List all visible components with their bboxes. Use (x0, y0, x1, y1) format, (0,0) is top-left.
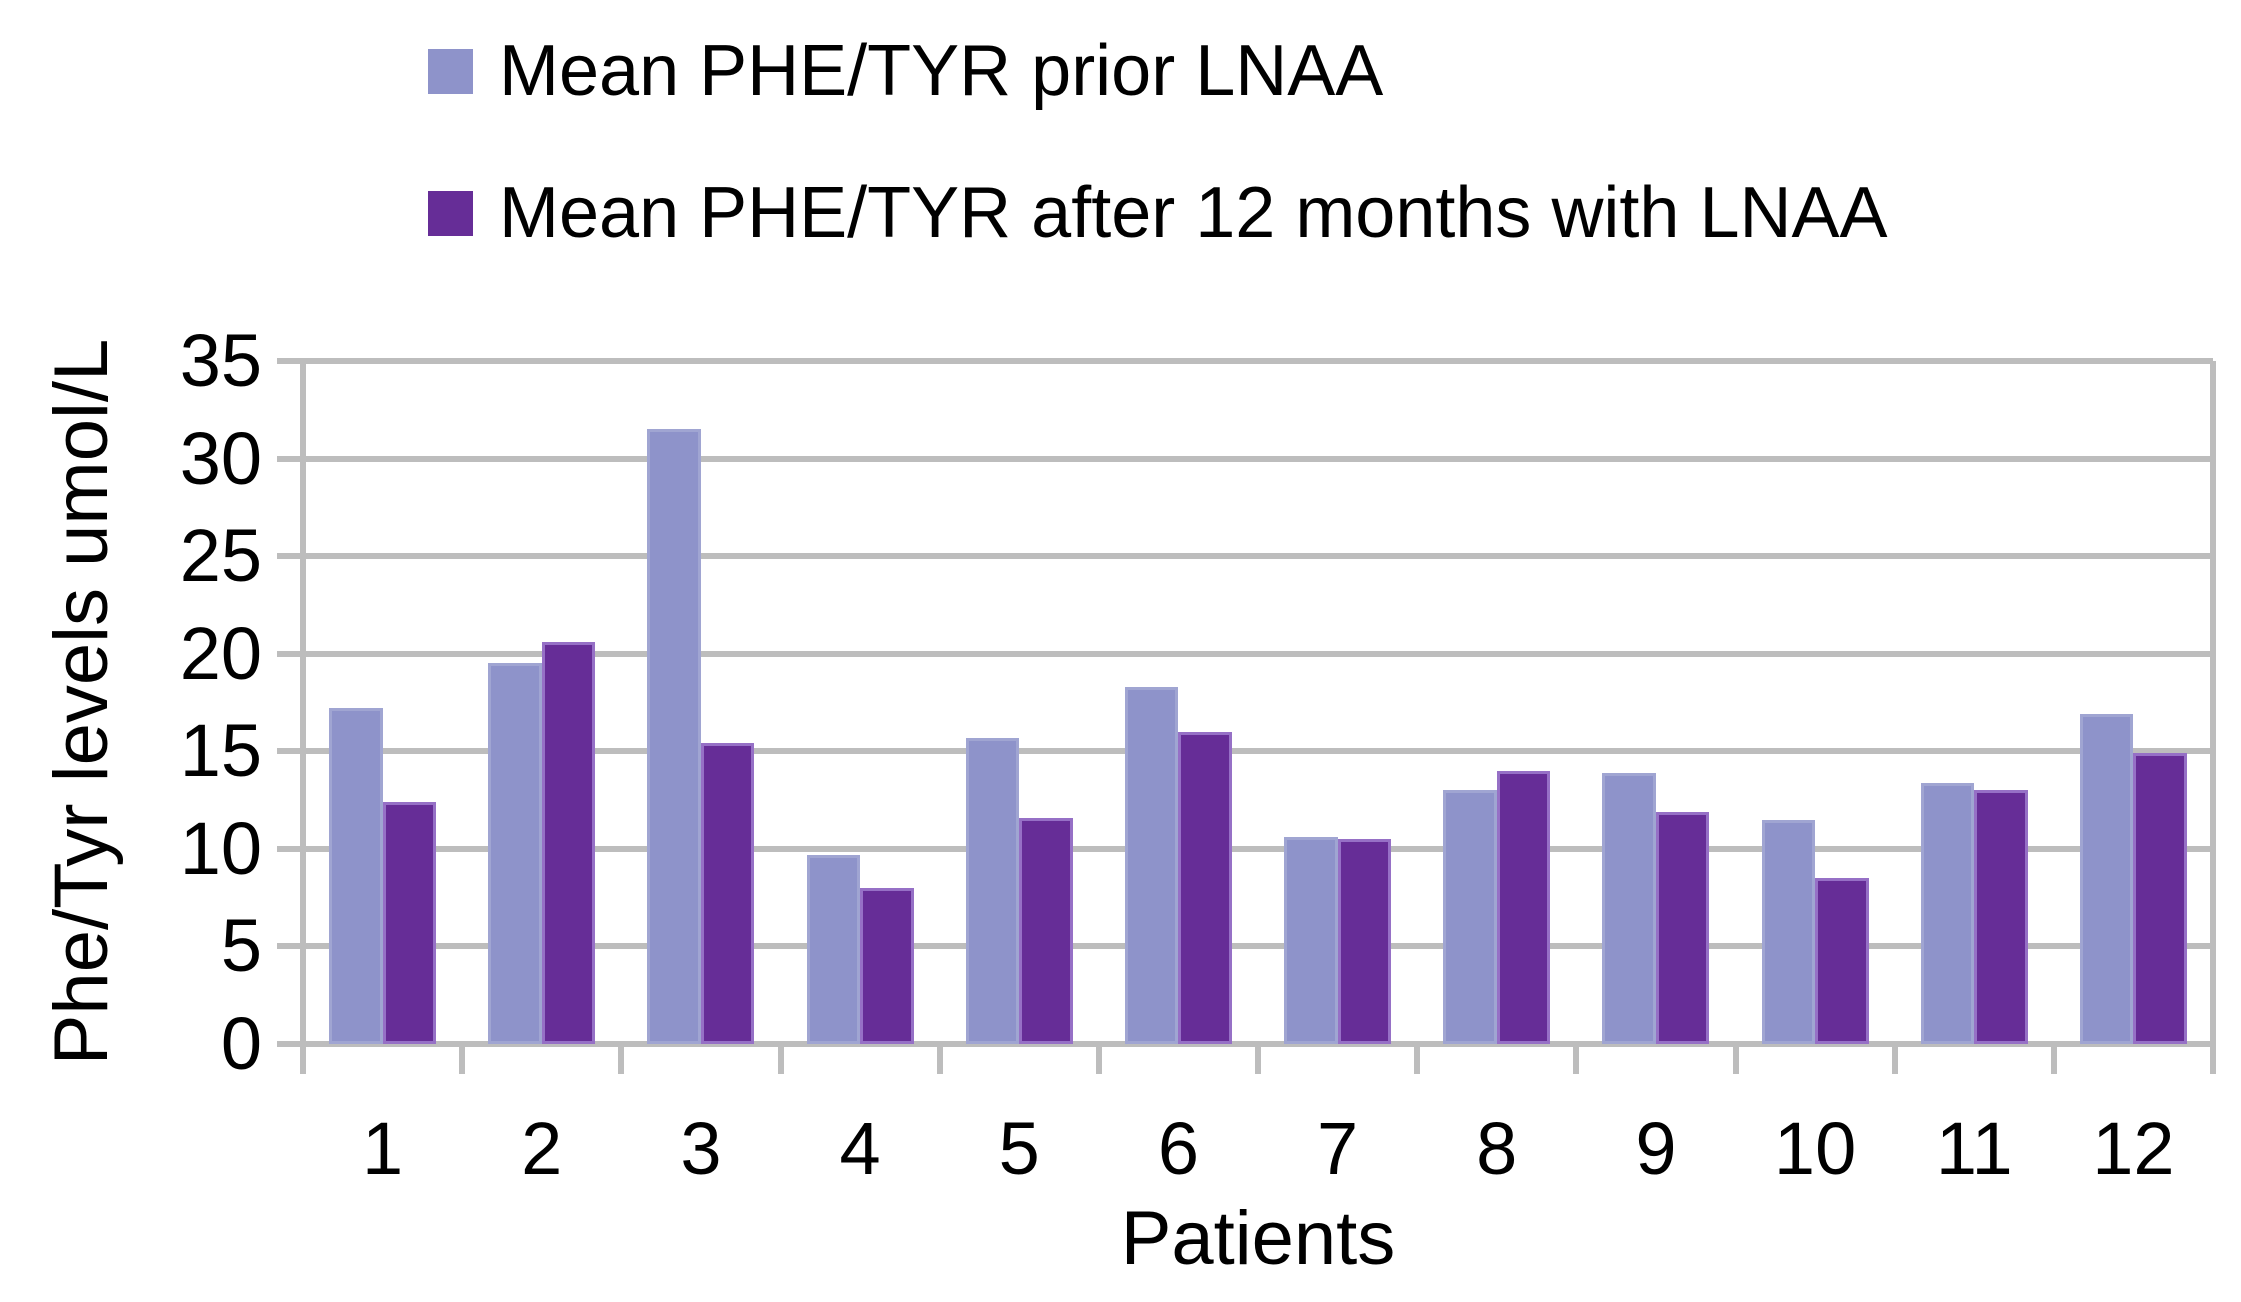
gridline-25 (303, 553, 2213, 560)
legend-label-prior: Mean PHE/TYR prior LNAA (499, 31, 1384, 111)
x-axis-tick (1095, 1044, 1102, 1074)
bar-prior-patient-5 (965, 737, 1020, 1044)
bar-after-patient-1 (382, 802, 437, 1044)
bar-after-patient-11 (1974, 790, 2028, 1044)
bar-after-patient-10 (1815, 878, 1869, 1044)
bar-prior-patient-2 (488, 663, 542, 1044)
x-tick-label: 8 (1476, 1107, 1518, 1190)
y-tick-label: 0 (220, 1002, 262, 1085)
x-tick-label: 3 (680, 1107, 722, 1190)
x-tick-label: 4 (839, 1107, 881, 1190)
x-tick-label: 12 (2092, 1107, 2175, 1190)
legend-swatch-prior-icon (428, 48, 473, 94)
gridline-20 (303, 650, 2213, 657)
y-axis-tick (277, 748, 303, 755)
bar-after-patient-5 (1019, 817, 1073, 1044)
bar-prior-patient-3 (647, 429, 701, 1044)
gridline-10 (303, 845, 2213, 852)
y-axis-tick (277, 553, 303, 560)
legend-swatch-after-icon (428, 190, 473, 236)
x-axis-tick (1732, 1044, 1739, 1074)
x-axis-tick (2050, 1044, 2057, 1074)
x-axis-tick (618, 1044, 625, 1074)
y-tick-label: 30 (179, 416, 262, 500)
bar-prior-patient-7 (1284, 837, 1338, 1044)
bar-prior-patient-9 (1602, 772, 1656, 1044)
bar-after-patient-12 (2133, 753, 2187, 1044)
x-axis-tick (1414, 1044, 1421, 1074)
y-tick-label: 25 (179, 514, 262, 598)
y-axis-tick (277, 1041, 303, 1047)
x-axis-tick (1891, 1044, 1898, 1074)
bar-prior-patient-11 (1920, 782, 1975, 1044)
bar-after-patient-7 (1337, 839, 1392, 1044)
bar-prior-patient-12 (2079, 714, 2134, 1044)
x-tick-label: 11 (1935, 1107, 2013, 1190)
x-tick-label: 1 (362, 1107, 404, 1190)
bar-after-patient-3 (700, 743, 755, 1044)
bar-prior-patient-8 (1443, 790, 1497, 1044)
x-tick-label: 10 (1773, 1107, 1857, 1190)
x-tick-label: 2 (521, 1107, 563, 1190)
x-axis-tick (1573, 1044, 1580, 1074)
x-axis-tick (777, 1044, 784, 1074)
legend-item-after: Mean PHE/TYR after 12 months with LNAA (428, 170, 1888, 256)
gridline-35 (303, 358, 2213, 364)
bar-after-patient-4 (860, 887, 914, 1044)
y-axis-tick (277, 943, 303, 950)
bar-prior-patient-4 (806, 854, 861, 1044)
bar-after-patient-9 (1655, 811, 1710, 1044)
bar-after-patient-6 (1178, 731, 1232, 1044)
bar-after-patient-8 (1496, 770, 1551, 1044)
y-axis-tick (277, 845, 303, 852)
y-axis-line (300, 361, 306, 1074)
x-axis-title: Patients (1120, 1196, 1396, 1281)
gridline-30 (303, 455, 2213, 462)
gridline-5 (303, 943, 2213, 950)
x-axis-tick (459, 1044, 466, 1074)
y-tick-label: 20 (179, 611, 262, 695)
legend-item-prior: Mean PHE/TYR prior LNAA (428, 28, 1383, 114)
legend-label-after: Mean PHE/TYR after 12 months with LNAA (499, 173, 1888, 253)
x-tick-label: 6 (1157, 1107, 1199, 1190)
bar-prior-patient-6 (1124, 686, 1179, 1044)
x-tick-label: 5 (998, 1107, 1040, 1190)
y-axis-tick (277, 650, 303, 657)
y-tick-label: 15 (179, 709, 262, 793)
bar-after-patient-2 (541, 642, 596, 1044)
plot-right-border (2210, 361, 2216, 1074)
bar-prior-patient-10 (1761, 819, 1816, 1044)
x-tick-label: 7 (1317, 1107, 1359, 1190)
y-tick-label: 5 (220, 904, 262, 988)
y-tick-label: 10 (179, 806, 262, 890)
bar-prior-patient-1 (329, 708, 383, 1044)
x-tick-label: 9 (1635, 1107, 1677, 1190)
y-tick-label: 35 (179, 319, 262, 402)
y-axis-tick (277, 455, 303, 462)
x-axis-tick (936, 1044, 943, 1074)
y-axis-tick (277, 358, 303, 364)
x-axis-tick (1255, 1044, 1261, 1074)
gridline-15 (303, 748, 2213, 755)
